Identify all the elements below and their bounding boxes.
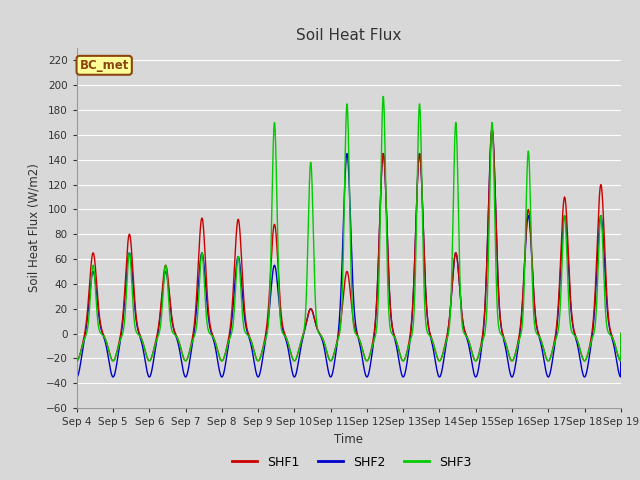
Y-axis label: Soil Heat Flux (W/m2): Soil Heat Flux (W/m2): [28, 164, 40, 292]
Legend: SHF1, SHF2, SHF3: SHF1, SHF2, SHF3: [227, 451, 477, 474]
Title: Soil Heat Flux: Soil Heat Flux: [296, 28, 401, 43]
X-axis label: Time: Time: [334, 432, 364, 445]
Text: BC_met: BC_met: [79, 59, 129, 72]
